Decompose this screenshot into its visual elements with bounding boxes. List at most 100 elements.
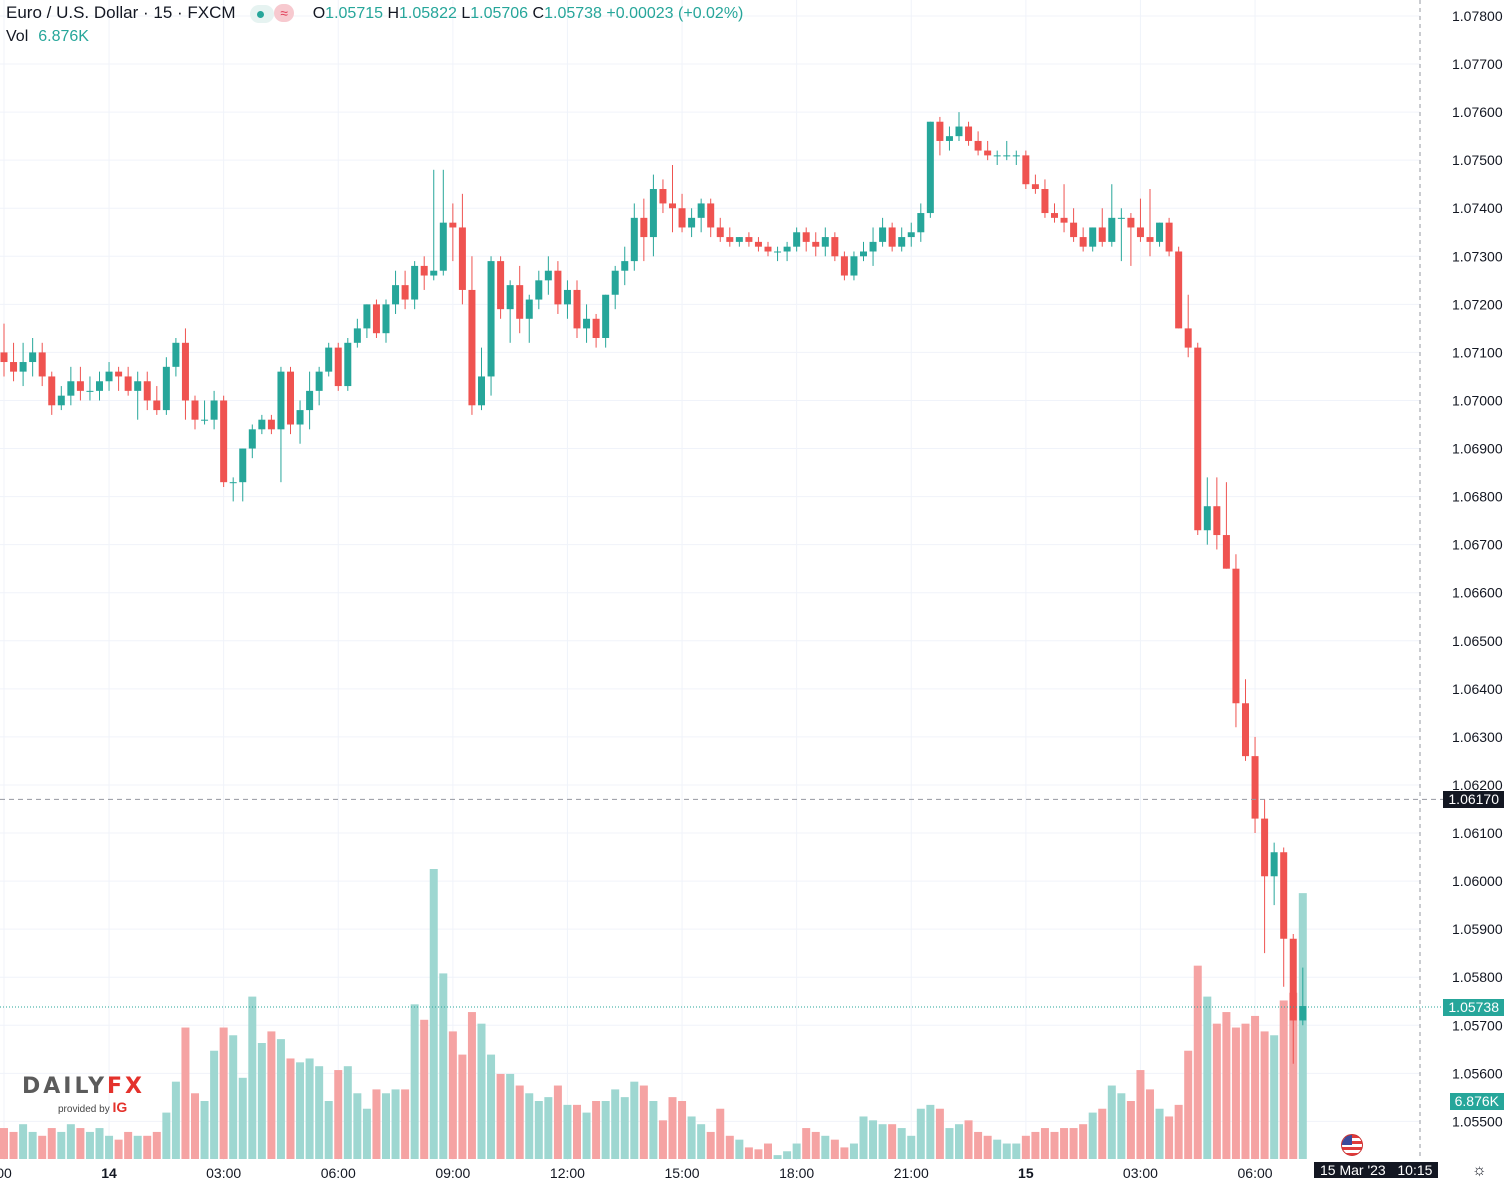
visibility-toggle[interactable] xyxy=(250,4,275,23)
volume-bar xyxy=(1203,996,1212,1159)
candle-body xyxy=(850,256,858,276)
price-tick-label: 1.06300 xyxy=(1452,729,1503,745)
candle-body xyxy=(573,289,581,329)
settings-gear-icon[interactable]: ☼ xyxy=(1472,1162,1487,1179)
candle-body xyxy=(201,419,209,421)
candle-body xyxy=(363,304,371,329)
volume-bar xyxy=(639,1085,648,1159)
volume-bar xyxy=(1107,1085,1116,1159)
candle-body xyxy=(726,237,734,242)
candle-body xyxy=(1031,184,1039,190)
volume-bar xyxy=(1060,1128,1069,1159)
candle-body xyxy=(220,400,228,483)
candle-body xyxy=(124,376,132,391)
volume-bar xyxy=(811,1131,820,1159)
volume-bar xyxy=(1021,1135,1030,1159)
price-axis[interactable]: 1.07800 1.07700 1.07600 1.07500 1.07400 1.073… xyxy=(1452,8,1503,1129)
candle-body xyxy=(258,419,266,430)
ohlc-values: O1.05715 H1.05822 L1.05706 C1.05738 +0.0… xyxy=(313,5,744,22)
volume-bar xyxy=(1155,1108,1164,1159)
volume-bar xyxy=(1040,1128,1049,1159)
candle-body xyxy=(1165,222,1173,252)
candle-body xyxy=(659,189,667,204)
crosshair-clock: 10:15 xyxy=(1397,1162,1433,1178)
candle-body xyxy=(888,227,896,247)
volume-bar xyxy=(582,1112,591,1159)
price-tick-label: 1.06400 xyxy=(1452,681,1503,697)
volume-bar xyxy=(410,1004,419,1159)
candle-body xyxy=(315,371,323,391)
volume-bar xyxy=(1079,1124,1088,1159)
candle-body xyxy=(67,381,75,396)
volume-bar xyxy=(945,1128,954,1159)
volume-bar xyxy=(515,1085,524,1159)
volume-bar xyxy=(1212,1023,1221,1159)
candle-body xyxy=(544,270,552,281)
volume-bar xyxy=(47,1128,56,1159)
candle-body xyxy=(76,381,84,391)
candle-body xyxy=(401,285,409,300)
time-axis[interactable]: 00 14 03:00 06:00 09:00 12:00 15:00 18:00 21:00 1… xyxy=(0,1165,1273,1178)
candle-body xyxy=(1041,189,1049,214)
candle-body xyxy=(1117,217,1125,219)
volume-bar xyxy=(477,1023,486,1159)
symbol-title[interactable]: Euro / U.S. Dollar · 15 · FXCM xyxy=(6,3,236,22)
candle-body xyxy=(497,261,505,310)
candle-body xyxy=(917,213,925,233)
volume-bar xyxy=(467,1012,476,1159)
volume-bar xyxy=(878,1124,887,1159)
time-tick-label: 12:00 xyxy=(550,1165,585,1178)
volume-bar xyxy=(448,1031,457,1159)
candle-body xyxy=(287,371,294,425)
volume-bar xyxy=(773,1155,782,1159)
low-label: L xyxy=(461,5,471,22)
volume-bar xyxy=(974,1131,983,1159)
volume-bar xyxy=(1270,1035,1279,1159)
price-tick-label: 1.06000 xyxy=(1452,873,1503,889)
candle-body xyxy=(1060,217,1068,223)
candle-body xyxy=(592,318,600,339)
compare-wave-icon[interactable]: ≈ xyxy=(274,4,294,22)
candle-body xyxy=(1022,155,1030,185)
time-tick-label: 06:00 xyxy=(321,1165,356,1178)
volume-bar xyxy=(534,1101,543,1159)
candle-body xyxy=(984,150,992,156)
volume-value: 6.876K xyxy=(38,28,89,45)
volume-bar xyxy=(1222,1012,1231,1159)
volume-label: Vol xyxy=(6,28,29,45)
candle-body xyxy=(1261,818,1269,877)
volume-bar xyxy=(955,1124,963,1159)
candle-body xyxy=(449,222,457,228)
volume-bar xyxy=(754,1149,763,1159)
price-tick-label: 1.06500 xyxy=(1452,633,1503,649)
candle-body xyxy=(239,448,247,483)
volume-bar xyxy=(649,1101,658,1159)
price-tick-label: 1.06800 xyxy=(1452,489,1503,505)
time-tick-label: 09:00 xyxy=(435,1165,470,1178)
candle-body xyxy=(1108,217,1116,242)
logo-daily: DAILY xyxy=(22,1074,107,1099)
candle-body xyxy=(277,371,285,430)
time-tick-label: 14 xyxy=(101,1165,117,1178)
volume-bar xyxy=(1193,965,1202,1159)
volume-bar xyxy=(1126,1101,1135,1159)
price-tick-label: 1.06600 xyxy=(1452,585,1503,601)
candle-body xyxy=(707,203,715,228)
candle-body xyxy=(716,227,724,238)
candle-body xyxy=(793,232,801,247)
volume-bar xyxy=(267,1031,276,1159)
us-flag-icon[interactable] xyxy=(1341,1134,1363,1156)
candle-body xyxy=(869,241,877,252)
candle-body xyxy=(325,347,333,372)
volume-bar xyxy=(420,1019,429,1159)
candle-body xyxy=(1012,155,1020,157)
volume-bar xyxy=(1184,1050,1193,1159)
time-tick-label: 18:00 xyxy=(779,1165,814,1178)
candle-body xyxy=(525,299,533,319)
volume-bar xyxy=(171,1081,180,1159)
candle-body xyxy=(945,136,953,141)
candle-body xyxy=(1232,568,1240,704)
candle-body xyxy=(879,227,887,242)
candle-body xyxy=(1194,347,1202,531)
